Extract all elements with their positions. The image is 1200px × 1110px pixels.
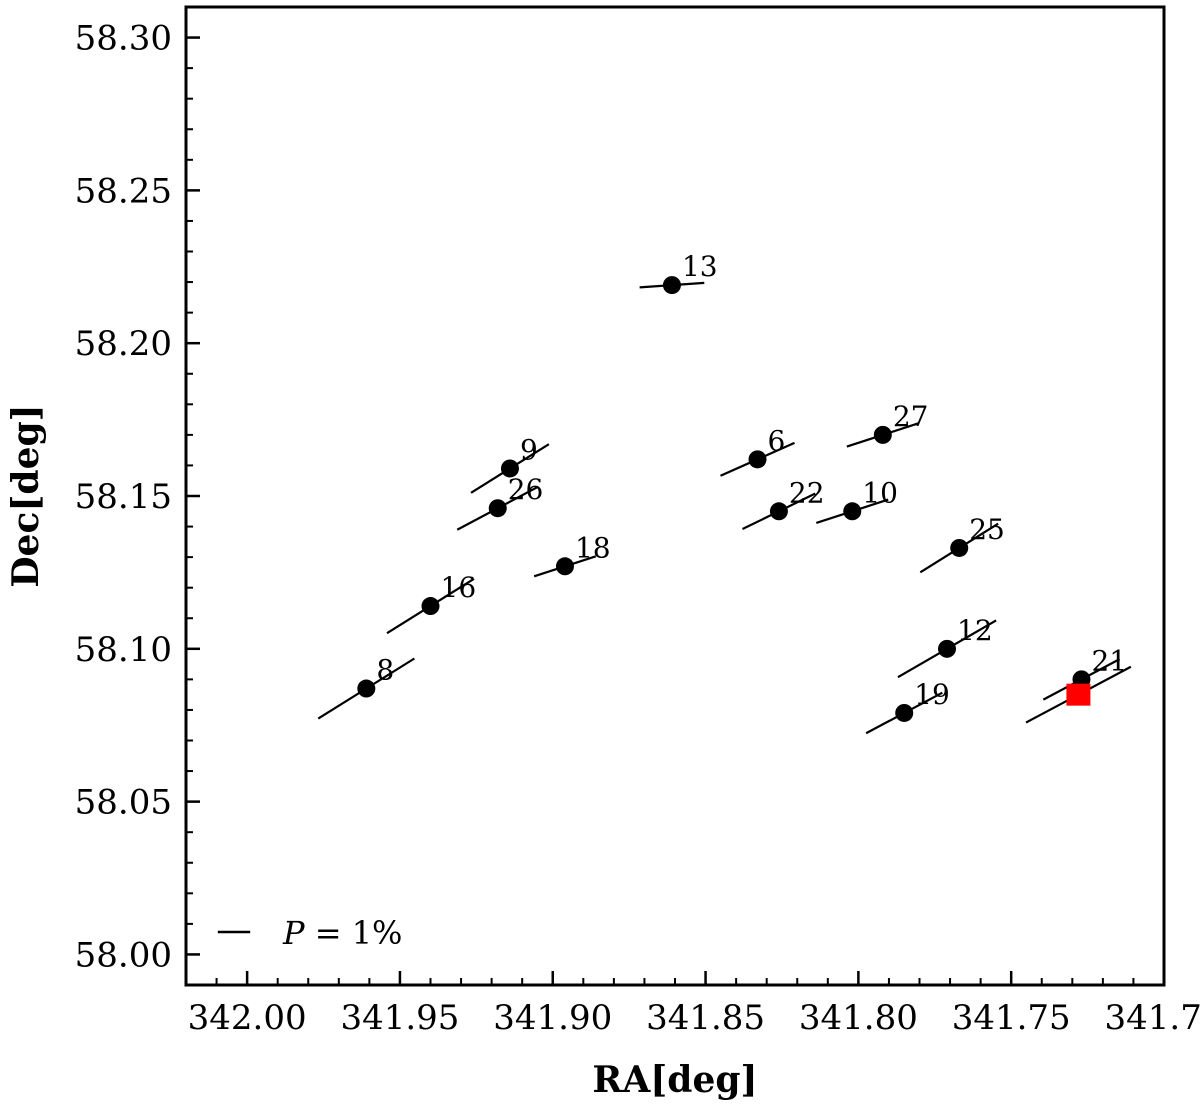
legend-label-symbol: P: [282, 914, 305, 952]
star-point: [500, 459, 519, 478]
star-point: [555, 557, 574, 576]
star-point: [873, 425, 892, 444]
legend-label: P = 1%: [282, 914, 402, 952]
point-label: 18: [575, 531, 611, 564]
point-label: 8: [376, 654, 394, 687]
x-tick-label: 342.00: [188, 998, 307, 1038]
x-tick-label: 341.85: [646, 998, 765, 1038]
y-tick-label: 58.00: [75, 935, 172, 975]
y-tick-label: 58.15: [75, 477, 172, 517]
point-label: 19: [914, 678, 950, 711]
x-axis-title: RA[deg]: [592, 1059, 757, 1101]
point-label: 16: [441, 571, 477, 604]
star-point: [421, 597, 440, 616]
point-label: 26: [508, 473, 544, 506]
point-label: 21: [1091, 644, 1127, 677]
point-label: 22: [789, 476, 825, 509]
y-tick-label: 58.10: [75, 630, 172, 670]
star-point: [843, 502, 862, 521]
legend-label-value: = 1%: [305, 914, 403, 952]
star-point: [950, 538, 969, 557]
x-tick-label: 341.75: [952, 998, 1071, 1038]
point-label: 27: [893, 400, 929, 433]
x-tick-label: 341.80: [799, 998, 918, 1038]
point-label: 10: [862, 476, 898, 509]
star-point: [488, 499, 507, 518]
legend: P = 1%: [217, 914, 402, 952]
data-points: [357, 276, 1091, 722]
y-tick-label: 58.05: [75, 783, 172, 823]
y-tick-label: 58.30: [75, 19, 172, 59]
star-point: [895, 703, 914, 722]
x-tick-label: 341.90: [493, 998, 612, 1038]
y-axis-title: Dec[deg]: [5, 404, 47, 587]
star-point: [748, 450, 767, 469]
point-label: 13: [682, 250, 718, 283]
point-label: 6: [768, 424, 786, 457]
point-label: 12: [957, 614, 993, 647]
y-tick-label: 58.20: [75, 324, 172, 364]
point-label: 9: [520, 433, 538, 466]
star-point: [662, 276, 681, 295]
star-point: [357, 679, 376, 698]
target-square-marker: [1066, 683, 1091, 706]
plot-frame: [184, 5, 1166, 987]
polarization-vectors: [317, 281, 1132, 735]
ticks-layer: 342.00 341.95 341.90 341.85 341.80 341.75 341.…: [75, 6, 1200, 1038]
y-tick-label: 58.25: [75, 171, 172, 211]
point-label: 25: [969, 513, 1005, 546]
x-tick-label: 341.70: [1105, 998, 1200, 1038]
star-point: [938, 639, 957, 658]
x-tick-label: 341.95: [340, 998, 459, 1038]
star-point: [769, 502, 788, 521]
